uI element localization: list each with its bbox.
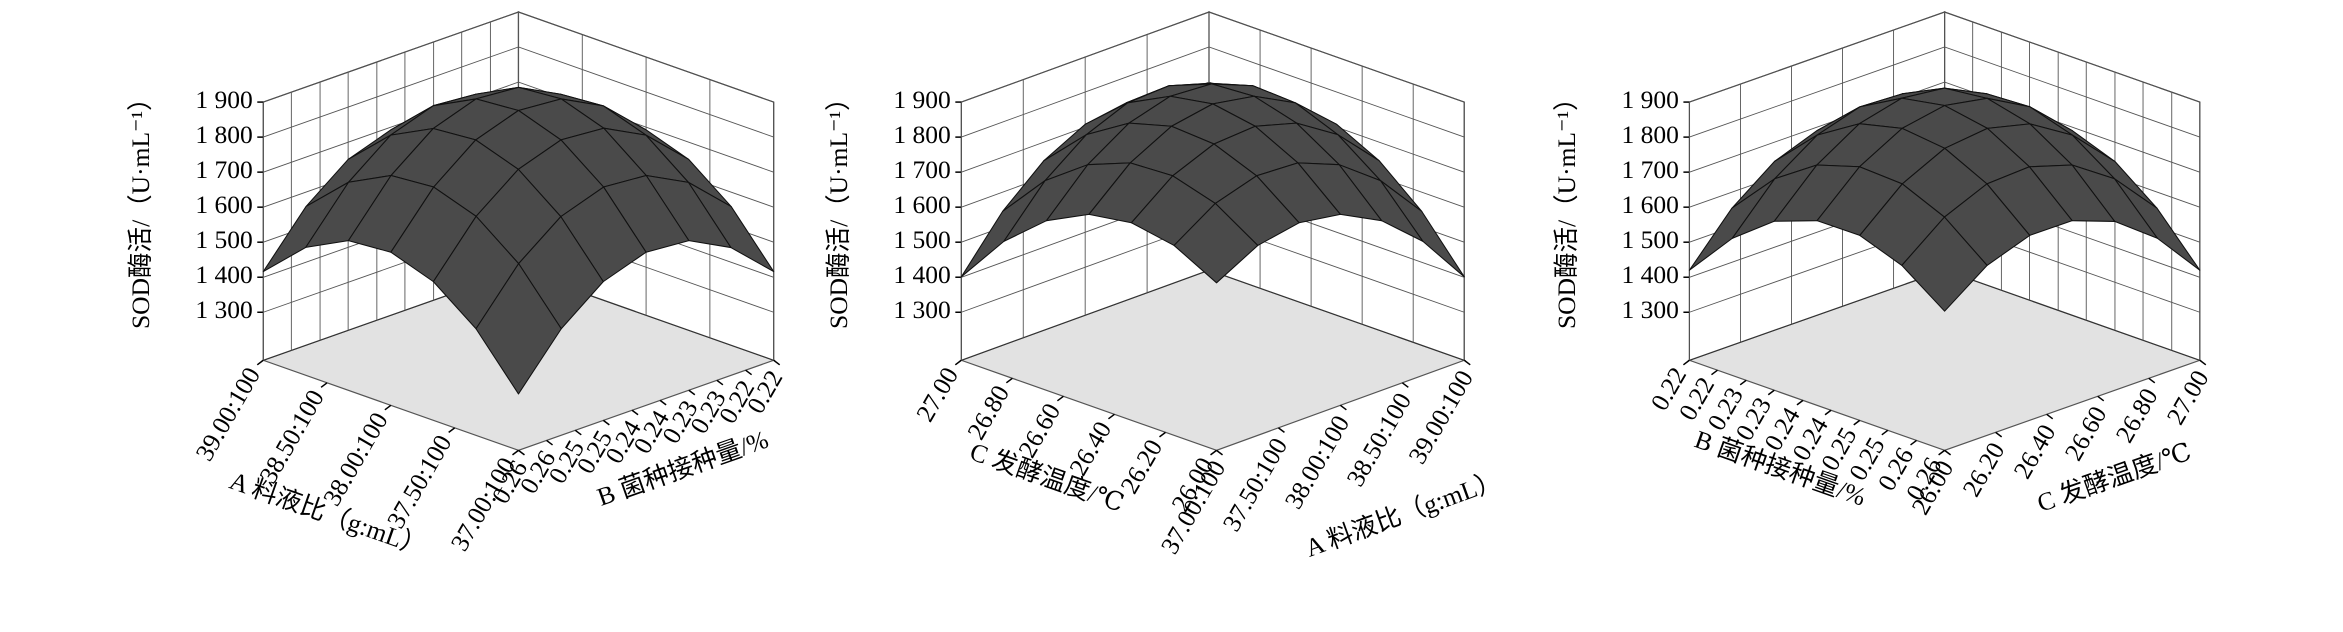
x-tick (1056, 395, 1064, 402)
y-tick (546, 439, 554, 446)
y-tick (1401, 382, 1409, 388)
y-tick-label: 38.50:100 (1341, 388, 1418, 492)
x-tick-label: 38.50:100 (253, 385, 330, 489)
x-tick (256, 359, 264, 366)
y-tick (659, 399, 667, 406)
x-tick (1159, 431, 1166, 438)
y-tick-label: 39.00:100 (1403, 365, 1480, 469)
x-tick (384, 404, 392, 411)
y-tick (631, 409, 639, 416)
z-tick-label: 1 500 (195, 225, 252, 254)
surface-patch (1901, 216, 1988, 312)
y-tick (518, 449, 525, 456)
z-tick-label: 1 700 (1621, 155, 1678, 184)
y-tick (773, 359, 781, 366)
z-tick-label: 1 300 (195, 295, 252, 324)
surface-patch (1173, 202, 1259, 284)
y-tick-label: 26.80 (2110, 383, 2164, 447)
y-tick (2148, 377, 2156, 384)
y-axis-title: A 料液比（g:mL） (1301, 465, 1505, 563)
z-tick-label: 1 600 (195, 190, 252, 219)
x-tick-label: 37.50:100 (381, 430, 458, 534)
z-tick-label: 1 600 (893, 190, 950, 219)
z-axis-title: SOD酶活/（U·mL⁻¹） (126, 85, 155, 329)
x-tick (1910, 439, 1917, 446)
y-tick (2046, 413, 2054, 420)
x-tick-label: 39.00:100 (190, 362, 267, 466)
z-tick-label: 1 800 (195, 120, 252, 149)
y-tick (1216, 449, 1223, 456)
x-tick (1210, 449, 1217, 456)
y-tick-label: 26.20 (1957, 437, 2011, 501)
y-tick-label: 37.50:100 (1217, 433, 1294, 537)
x-tick (1796, 399, 1804, 406)
z-tick-label: 1 400 (893, 260, 950, 289)
y-tick (602, 419, 610, 426)
z-tick-label: 1 600 (1621, 190, 1678, 219)
z-tick-label: 1 400 (1621, 260, 1678, 289)
z-tick-label: 1 300 (1621, 295, 1678, 324)
x-tick (320, 382, 328, 388)
y-tick (2199, 359, 2207, 366)
y-tick (1339, 404, 1347, 411)
y-tick (1278, 427, 1285, 433)
y-tick-label: 26.40 (2008, 419, 2062, 483)
y-tick (1944, 449, 1952, 456)
y-tick (1463, 359, 1471, 366)
x-tick (1767, 389, 1775, 396)
y-tick-label: 38.00:100 (1279, 410, 1356, 514)
z-tick-label: 1 400 (195, 260, 252, 289)
y-tick (716, 379, 724, 386)
z-tick-label: 1 500 (1621, 225, 1678, 254)
z-tick-label: 1 500 (893, 225, 950, 254)
z-tick-label: 1 700 (195, 155, 252, 184)
z-tick-label: 1 900 (893, 85, 950, 114)
z-tick-label: 1 700 (893, 155, 950, 184)
y-tick (2097, 395, 2105, 402)
x-tick-label: 26.80 (961, 380, 1015, 444)
y-tick (574, 429, 582, 436)
x-tick (1881, 429, 1889, 436)
z-tick-label: 1 900 (1621, 85, 1678, 114)
x-tick (954, 359, 962, 366)
x-tick (512, 449, 519, 456)
y-tick-label: 26.60 (2059, 401, 2113, 465)
z-tick-label: 1 800 (1621, 120, 1678, 149)
x-tick (1682, 359, 1690, 366)
x-tick (1107, 413, 1115, 420)
y-tick-label: 27.00 (2161, 365, 2215, 429)
y-tick (1995, 431, 2003, 438)
z-tick-label: 1 900 (195, 85, 252, 114)
x-tick (1711, 369, 1718, 376)
x-tick (1739, 379, 1747, 386)
y-tick (745, 369, 753, 376)
z-axis-title: SOD酶活/（U·mL⁻¹） (824, 85, 853, 329)
x-tick (1938, 449, 1946, 456)
surface-patch (475, 263, 562, 395)
x-tick-label: 38.00:100 (317, 407, 394, 511)
y-axis-title: C 发酵温度/℃ (2033, 437, 2195, 518)
z-tick-label: 1 800 (893, 120, 950, 149)
x-tick (1005, 377, 1013, 384)
z-tick-label: 1 300 (893, 295, 950, 324)
z-axis-title: SOD酶活/（U·mL⁻¹） (1552, 85, 1581, 329)
x-tick-label: 27.00 (910, 362, 964, 426)
x-tick (448, 427, 456, 433)
x-tick (1853, 419, 1861, 426)
y-tick (688, 389, 696, 396)
x-tick (1824, 409, 1832, 416)
